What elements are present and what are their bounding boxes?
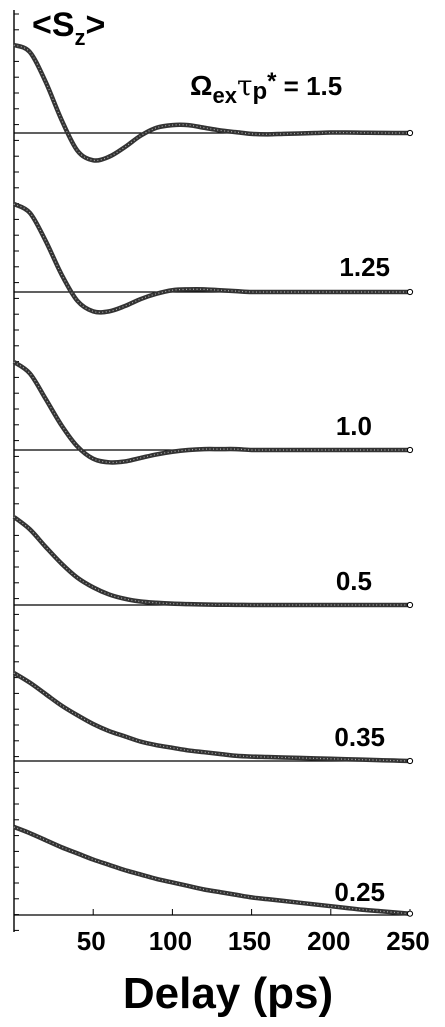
panel-label-1: 1.25 [339,252,390,282]
series-end-point-2 [406,446,414,454]
param-p: p [252,78,267,105]
y-axis-label-end: > [86,6,106,44]
panels: 1.25 1.0 0.5 0.35 0.25 [12,42,414,917]
series-markers-3 [13,516,411,606]
panel-3: 0.5 [12,515,414,609]
series-end-point-1 [406,288,414,296]
series-markers-5 [13,826,411,915]
panel-label-2: 1.0 [336,411,372,441]
panel-0 [13,42,414,163]
y-axis-label-main: <S [32,6,75,44]
x-tick-label-1: 100 [149,926,192,956]
panel-label-4: 0.35 [334,722,385,752]
param-tau: τ [237,69,253,102]
x-tick-label-3: 200 [307,926,350,956]
axes [13,10,411,932]
y-axis-label-sub: z [75,25,86,50]
panel-2: 1.0 [12,360,414,465]
x-tick-label-2: 150 [228,926,271,956]
panel-label-0: 1.5 [306,71,342,101]
x-tick-label-4: 250 [386,926,429,956]
parameter-label: Ωexτp* = 1.5 [190,68,342,108]
y-axis-label: <Sz> [32,6,105,50]
param-eq: = [276,71,306,101]
param-ex: ex [212,83,237,108]
series-line-0 [13,42,411,163]
x-axis-label: Delay (ps) [123,969,333,1018]
panel-1: 1.25 [12,201,414,315]
x-tick-labels: 50 100 150 200 250 [77,926,430,956]
series-end-point-3 [406,601,414,609]
series-line-1 [12,201,410,315]
param-omega: Ω [190,70,212,101]
panel-label-3: 0.5 [336,566,372,596]
x-tick-label-0: 50 [77,926,106,956]
panel-5: 0.25 [13,824,414,917]
series-markers-2 [13,361,410,464]
series-end-point-5 [406,910,414,917]
panel-4: 0.35 [12,671,414,765]
series-end-point-4 [406,757,414,765]
panel-label-5: 0.25 [334,877,385,907]
series-markers-4 [13,672,411,762]
param-star: * [267,68,277,95]
series-end-point-0 [406,129,414,137]
